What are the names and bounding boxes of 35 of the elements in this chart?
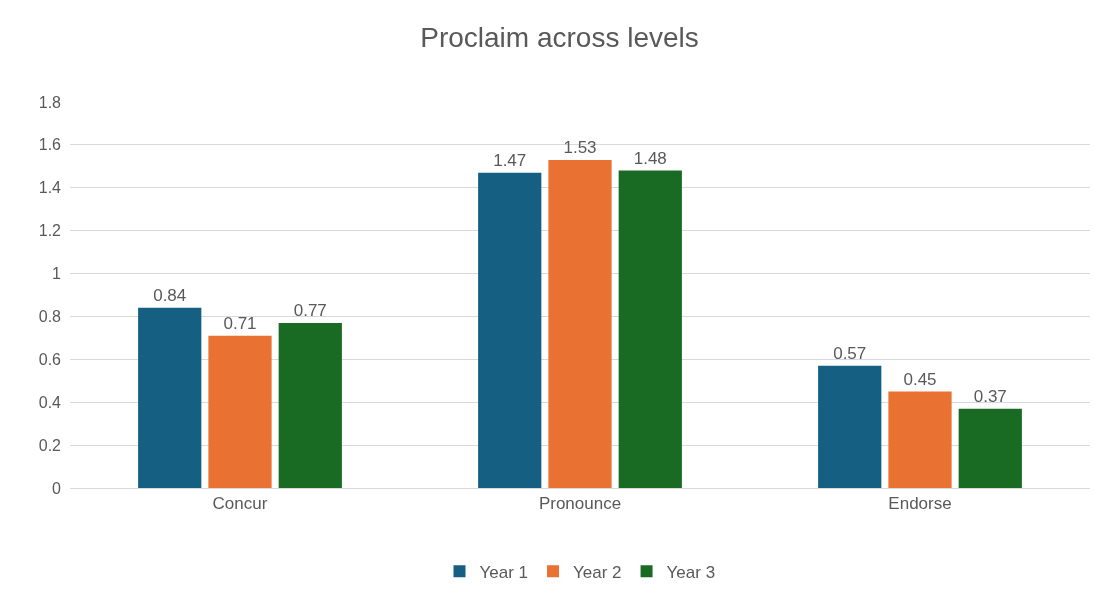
y-tick-label: 1.8	[38, 93, 62, 111]
y-tick-label: 0.8	[38, 308, 62, 326]
y-tick-label: 1.4	[38, 179, 62, 197]
data-label: 0.84	[153, 285, 187, 305]
x-tick-label: Pronounce	[538, 494, 622, 514]
y-tick-label: 0.2	[38, 436, 62, 454]
y-tick-label: 1.6	[38, 136, 62, 154]
bar	[888, 391, 952, 488]
y-tick-label: 1.2	[38, 222, 62, 240]
legend-label: Year 2	[573, 562, 622, 582]
y-tick-label: 0.6	[38, 350, 62, 368]
y-tick-label: 0.4	[38, 393, 62, 411]
y-tick-label: 0	[52, 479, 62, 497]
bar	[818, 365, 882, 488]
bar	[618, 170, 682, 488]
bar	[478, 172, 542, 488]
bar	[138, 307, 202, 488]
data-label: 0.37	[973, 386, 1007, 406]
bar	[958, 408, 1022, 488]
data-label: 0.77	[293, 300, 327, 320]
bar	[278, 322, 342, 488]
data-label: 0.45	[903, 369, 937, 389]
bar	[208, 335, 272, 488]
data-label: 1.53	[563, 137, 597, 157]
data-label: 0.71	[223, 313, 257, 333]
chart-title: Proclaim across levels	[420, 21, 699, 53]
y-tick-label: 1	[52, 265, 62, 283]
data-label: 1.47	[493, 150, 527, 170]
x-tick-label: Endorse	[888, 494, 952, 514]
legend-label: Year 1	[479, 562, 529, 582]
bar	[548, 159, 612, 488]
data-label: 0.57	[833, 343, 867, 363]
data-label: 1.48	[633, 148, 667, 168]
legend-label: Year 3	[666, 562, 716, 582]
x-tick-label: Concur	[212, 494, 268, 514]
